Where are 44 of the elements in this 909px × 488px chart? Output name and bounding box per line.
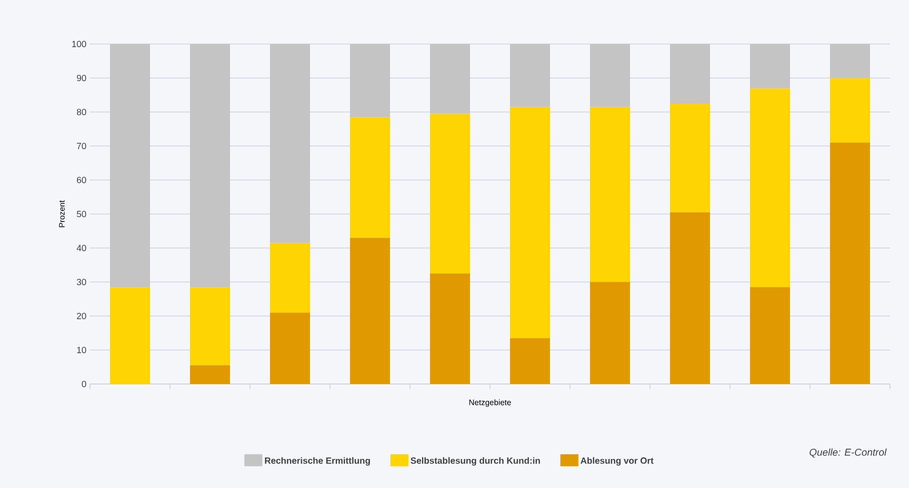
bar	[830, 44, 870, 78]
bar	[270, 312, 310, 384]
bar	[670, 212, 710, 384]
source-note: Quelle: E-Control	[810, 448, 887, 458]
bar	[270, 242, 310, 313]
bar	[350, 44, 390, 118]
bar	[830, 78, 870, 143]
bar	[590, 282, 630, 384]
y-tick-label: 50	[76, 210, 86, 218]
bar	[830, 142, 870, 384]
bar	[430, 273, 470, 384]
y-tick-label: 0	[82, 380, 86, 388]
bar	[110, 44, 150, 288]
bar	[190, 287, 230, 366]
bar	[510, 106, 550, 338]
bar	[110, 287, 150, 384]
bar	[190, 365, 230, 384]
bar	[670, 103, 710, 212]
y-tick-label: 90	[76, 74, 86, 82]
bar	[270, 44, 310, 243]
y-tick-label: 30	[76, 278, 86, 286]
y-tick-label: 100	[72, 40, 86, 48]
bar	[430, 44, 470, 114]
bar	[670, 44, 710, 104]
bar	[750, 88, 790, 288]
bar	[430, 114, 470, 274]
bar	[590, 44, 630, 107]
y-tick-label: 70	[76, 142, 86, 150]
y-tick-label: 40	[76, 244, 86, 252]
y-tick-label: 10	[77, 346, 86, 354]
bar	[190, 44, 230, 288]
bar	[750, 44, 790, 88]
legend-label: Ablesung vor Ort	[580, 457, 654, 466]
bar	[510, 44, 550, 107]
legend-label: Selbstablesung durch Kund:in	[410, 457, 540, 466]
bar	[750, 287, 790, 384]
legend-label: Rechnerische Ermittlung	[264, 457, 370, 466]
bar	[590, 106, 630, 282]
bar	[350, 238, 390, 384]
bar	[510, 338, 550, 384]
y-tick-label: 20	[76, 312, 86, 320]
bar	[350, 117, 390, 238]
y-tick-label: 60	[76, 176, 86, 184]
y-tick-label: 80	[76, 108, 86, 116]
